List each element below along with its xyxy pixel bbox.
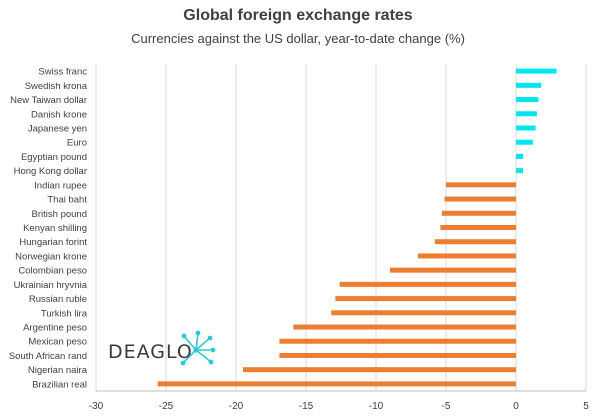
category-label: Turkish lira — [41, 308, 88, 319]
x-tick-label: 0 — [513, 401, 519, 412]
x-tick-label: -5 — [442, 401, 451, 412]
icon-ray — [195, 332, 199, 351]
x-tick-label: -10 — [369, 401, 384, 412]
x-tick-label: -30 — [89, 401, 104, 412]
category-label: Hong Kong dollar — [14, 166, 87, 177]
category-label: Norwegian krone — [15, 251, 87, 262]
category-label: Japanese yen — [28, 123, 87, 134]
bar — [516, 82, 542, 88]
bar — [279, 338, 516, 344]
bar — [516, 125, 536, 131]
category-label: New Taiwan dollar — [10, 95, 87, 106]
chart-title: Global foreign exchange rates — [183, 7, 413, 24]
category-label: Euro — [67, 138, 87, 149]
category-label: Argentine peso — [23, 323, 87, 334]
x-axis: -30 -25 -20 -15 -10 -5 0 5 — [89, 390, 589, 412]
bar — [440, 225, 516, 230]
category-label: Thai baht — [47, 195, 87, 206]
x-tick-label: 5 — [583, 401, 589, 412]
chart-subtitle: Currencies against the US dollar, year-t… — [131, 31, 465, 46]
icon-ray — [195, 337, 211, 351]
category-label: Danish krone — [31, 109, 87, 120]
category-label: Mexican peso — [28, 337, 87, 348]
category-label: Nigerian naira — [28, 365, 88, 376]
bar — [516, 111, 537, 117]
category-label: Kenyan shilling — [23, 223, 87, 234]
bar — [516, 139, 533, 145]
bar — [516, 153, 523, 159]
bar — [331, 310, 516, 316]
bar — [279, 352, 516, 358]
bar — [339, 281, 516, 287]
bar — [446, 182, 516, 188]
deaglo-logo: DEAGLO — [108, 330, 216, 366]
icon-ray — [183, 335, 197, 351]
bar — [516, 168, 523, 174]
x-tick-label: -15 — [299, 401, 314, 412]
icon-dot — [181, 333, 187, 339]
bars — [157, 68, 557, 387]
bar — [516, 68, 557, 74]
bar — [418, 253, 516, 259]
category-label: British pound — [32, 209, 87, 220]
category-label: Colombian peso — [18, 266, 87, 277]
logo-text: DEAGLO — [108, 341, 193, 363]
category-label: Hungarian forint — [19, 237, 87, 248]
x-tick-label: -20 — [229, 401, 244, 412]
bar — [335, 296, 516, 302]
bar — [390, 267, 516, 273]
bar — [434, 239, 516, 245]
starburst-x-icon — [180, 330, 216, 366]
bar — [157, 381, 516, 387]
bar — [441, 210, 516, 216]
category-label: Indian rupee — [34, 180, 87, 191]
icon-ray — [182, 349, 197, 364]
category-label: Brazilian real — [32, 379, 87, 390]
bar — [243, 367, 516, 373]
bar — [293, 324, 516, 330]
bar — [444, 196, 516, 202]
icon-center — [193, 347, 199, 353]
category-labels: Swiss franc Swedish krona New Taiwan dolla… — [9, 67, 88, 391]
category-label: Ukrainian hryvnia — [14, 280, 88, 291]
bar — [516, 97, 539, 103]
x-tick-label: -25 — [159, 401, 174, 412]
icon-dot — [208, 359, 214, 365]
category-label: Swiss franc — [38, 67, 87, 78]
icon-ray — [195, 349, 212, 363]
category-label: Egyptian pound — [21, 152, 87, 163]
category-label: Swedish krona — [25, 81, 88, 92]
icon-dot — [210, 347, 216, 353]
category-label: South African rand — [9, 351, 87, 362]
icon-dot — [180, 360, 186, 366]
icon-dot — [207, 335, 213, 341]
category-label: Russian ruble — [29, 294, 87, 305]
icon-dot — [195, 330, 201, 336]
